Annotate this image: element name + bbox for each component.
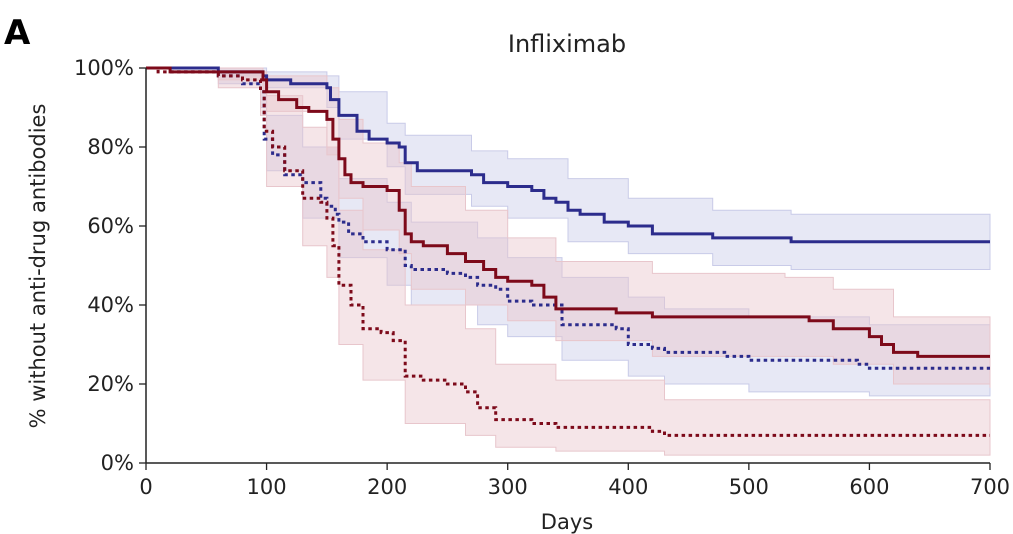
x-tick-label: 100	[247, 475, 287, 499]
survival-curve-3	[146, 66, 990, 358]
y-tick-label: 0%	[101, 451, 134, 475]
y-tick-label: 80%	[87, 135, 134, 159]
x-tick-label: 400	[608, 475, 648, 499]
panel-label: A	[4, 13, 31, 53]
x-tick-label: 500	[729, 475, 769, 499]
x-axis-ticks: 0 100 200 300 400 500 600 700	[139, 463, 1010, 499]
y-tick-label: 100%	[74, 56, 134, 80]
survival-curves	[146, 66, 990, 437]
chart-title: Infliximab	[508, 30, 626, 58]
x-tick-label: 200	[367, 475, 407, 499]
survival-curve-1	[146, 66, 990, 244]
x-axis-label: Days	[541, 510, 593, 534]
y-tick-label: 20%	[87, 372, 134, 396]
confidence-band-4	[146, 67, 991, 456]
confidence-bands	[146, 67, 991, 456]
x-tick-label: 600	[849, 475, 889, 499]
x-tick-label: 700	[970, 475, 1010, 499]
y-tick-label: 60%	[87, 214, 134, 238]
x-tick-label: 300	[488, 475, 528, 499]
survival-curve-4	[146, 66, 990, 437]
x-tick-label: 0	[139, 475, 152, 499]
y-axis-ticks: 0% 20% 40% 60% 80% 100%	[74, 56, 146, 475]
y-tick-label: 40%	[87, 293, 134, 317]
y-axis-label: % without anti-drug antibodies	[26, 104, 50, 429]
